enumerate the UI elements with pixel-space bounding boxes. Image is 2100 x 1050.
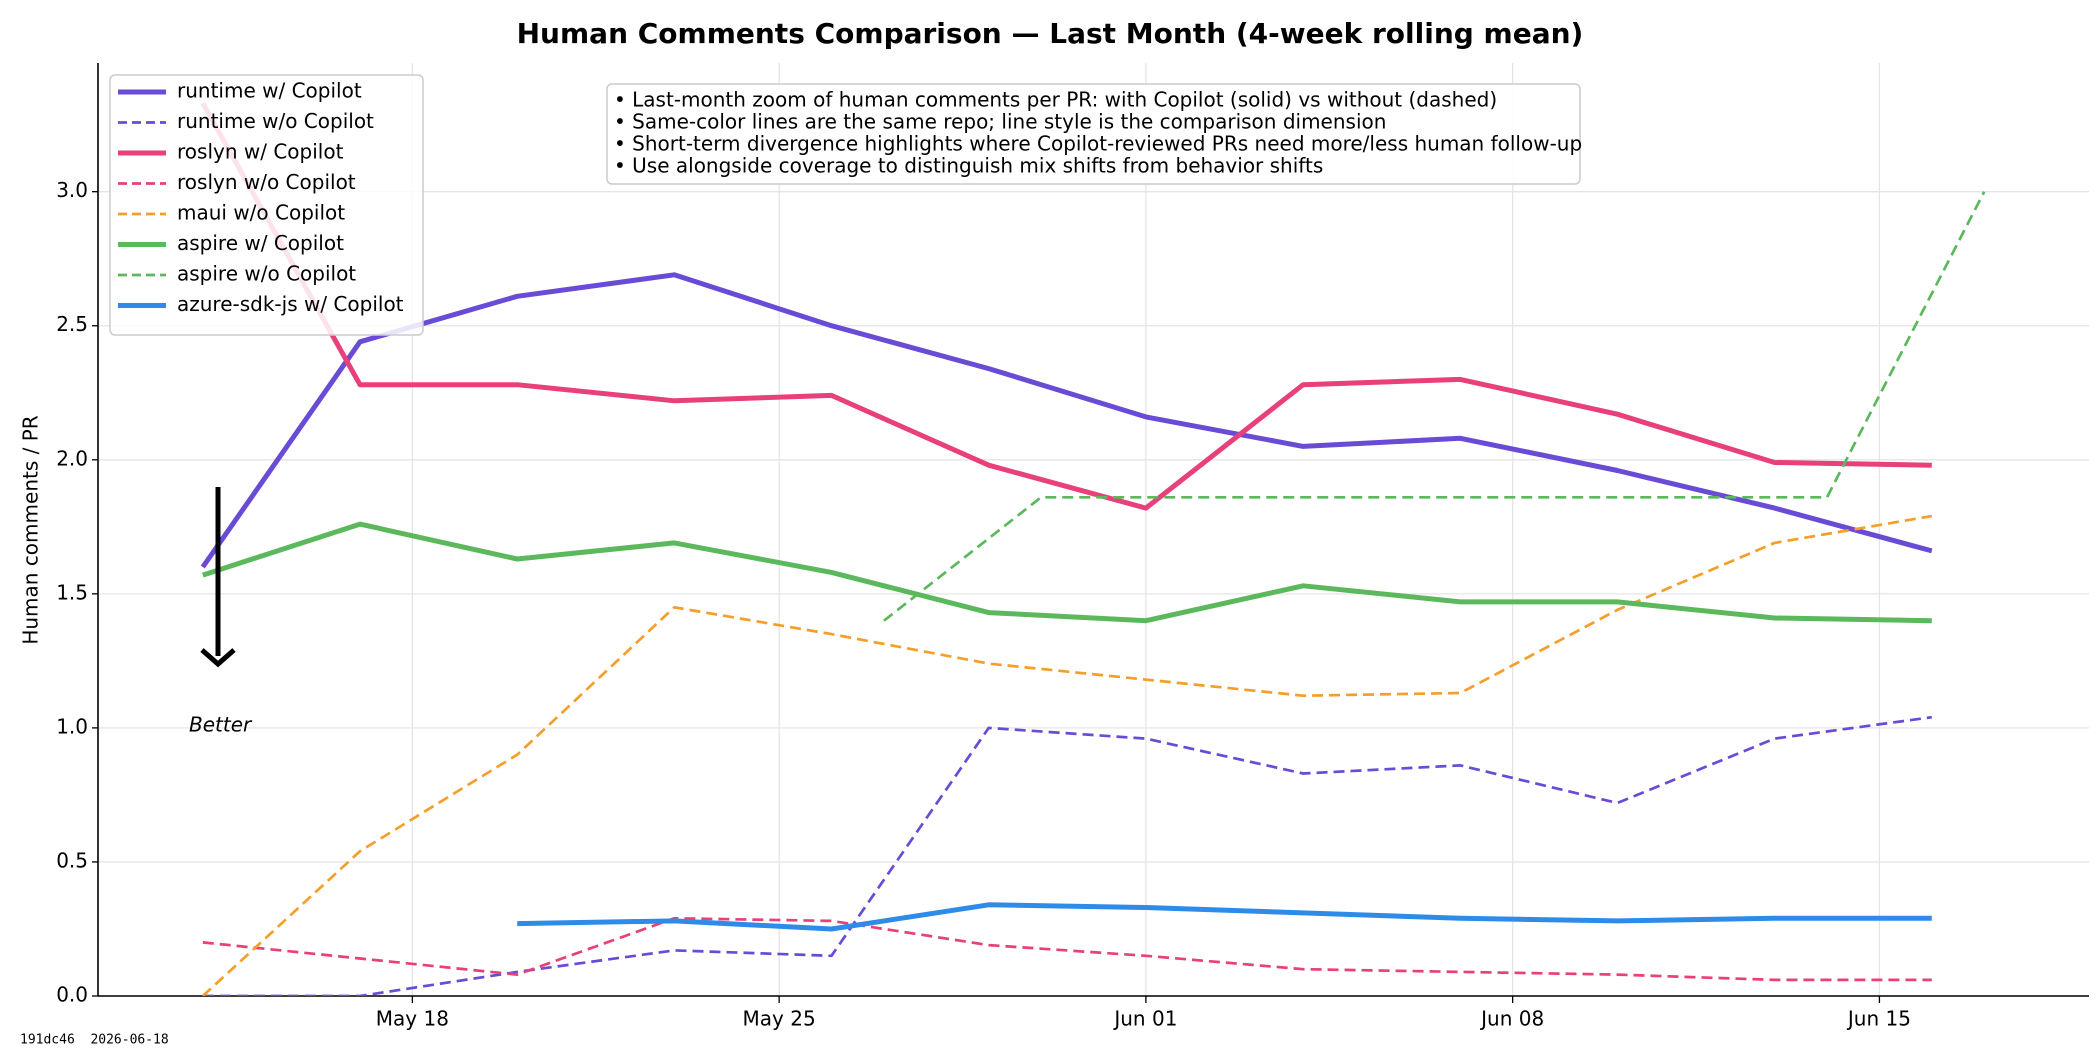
annotation-line: • Short-term divergence highlights where… — [614, 132, 1582, 156]
better-arrow — [200, 487, 236, 668]
series-line — [883, 191, 1986, 622]
x-tick-label: Jun 08 — [1479, 1007, 1544, 1031]
series-line — [202, 521, 1932, 624]
legend-label: roslyn w/ Copilot — [177, 140, 344, 164]
series-line — [202, 715, 1932, 996]
footer: 191dc46 2026-06-18 — [20, 1033, 169, 1048]
y-tick-label: 2.5 — [56, 312, 88, 336]
chart-title: Human Comments Comparison — Last Month (… — [517, 17, 1584, 50]
series-line — [201, 514, 1933, 996]
x-tick-label: May 18 — [376, 1007, 449, 1031]
legend-label: runtime w/ Copilot — [177, 79, 362, 103]
legend-label: azure-sdk-js w/ Copilot — [177, 292, 404, 316]
annotation-line: • Use alongside coverage to distinguish … — [614, 154, 1323, 178]
y-tick-label: 1.0 — [56, 714, 88, 738]
annotation-line: • Same-color lines are the same repo; li… — [614, 110, 1386, 134]
y-tick-label: 0.5 — [56, 848, 88, 872]
annotation-box — [606, 83, 1581, 185]
series-line — [200, 101, 1932, 511]
y-tick-label: 3.0 — [56, 178, 88, 202]
annotation-line: • Last-month zoom of human comments per … — [614, 88, 1497, 112]
y-axis-label: Human comments / PR — [19, 415, 43, 644]
series-line — [200, 272, 1933, 569]
arrow-head — [200, 648, 236, 668]
y-tick-label: 2.0 — [56, 446, 88, 470]
arrow-label: Better — [189, 713, 253, 737]
legend-label: runtime w/o Copilot — [177, 109, 374, 133]
legend-label: maui w/o Copilot — [177, 201, 345, 225]
y-tick-label: 1.5 — [56, 580, 88, 604]
series-line — [202, 916, 1932, 982]
legend-label: aspire w/o Copilot — [177, 262, 356, 286]
x-tick-label: Jun 01 — [1112, 1007, 1177, 1031]
y-tick-label: 0.0 — [56, 983, 88, 1007]
x-tick-label: Jun 15 — [1846, 1007, 1911, 1031]
legend-label: aspire w/ Copilot — [177, 231, 344, 255]
series-line — [517, 902, 1932, 932]
legend-label: roslyn w/o Copilot — [177, 170, 356, 194]
legend-box — [109, 74, 424, 336]
x-tick-label: May 25 — [743, 1007, 816, 1031]
